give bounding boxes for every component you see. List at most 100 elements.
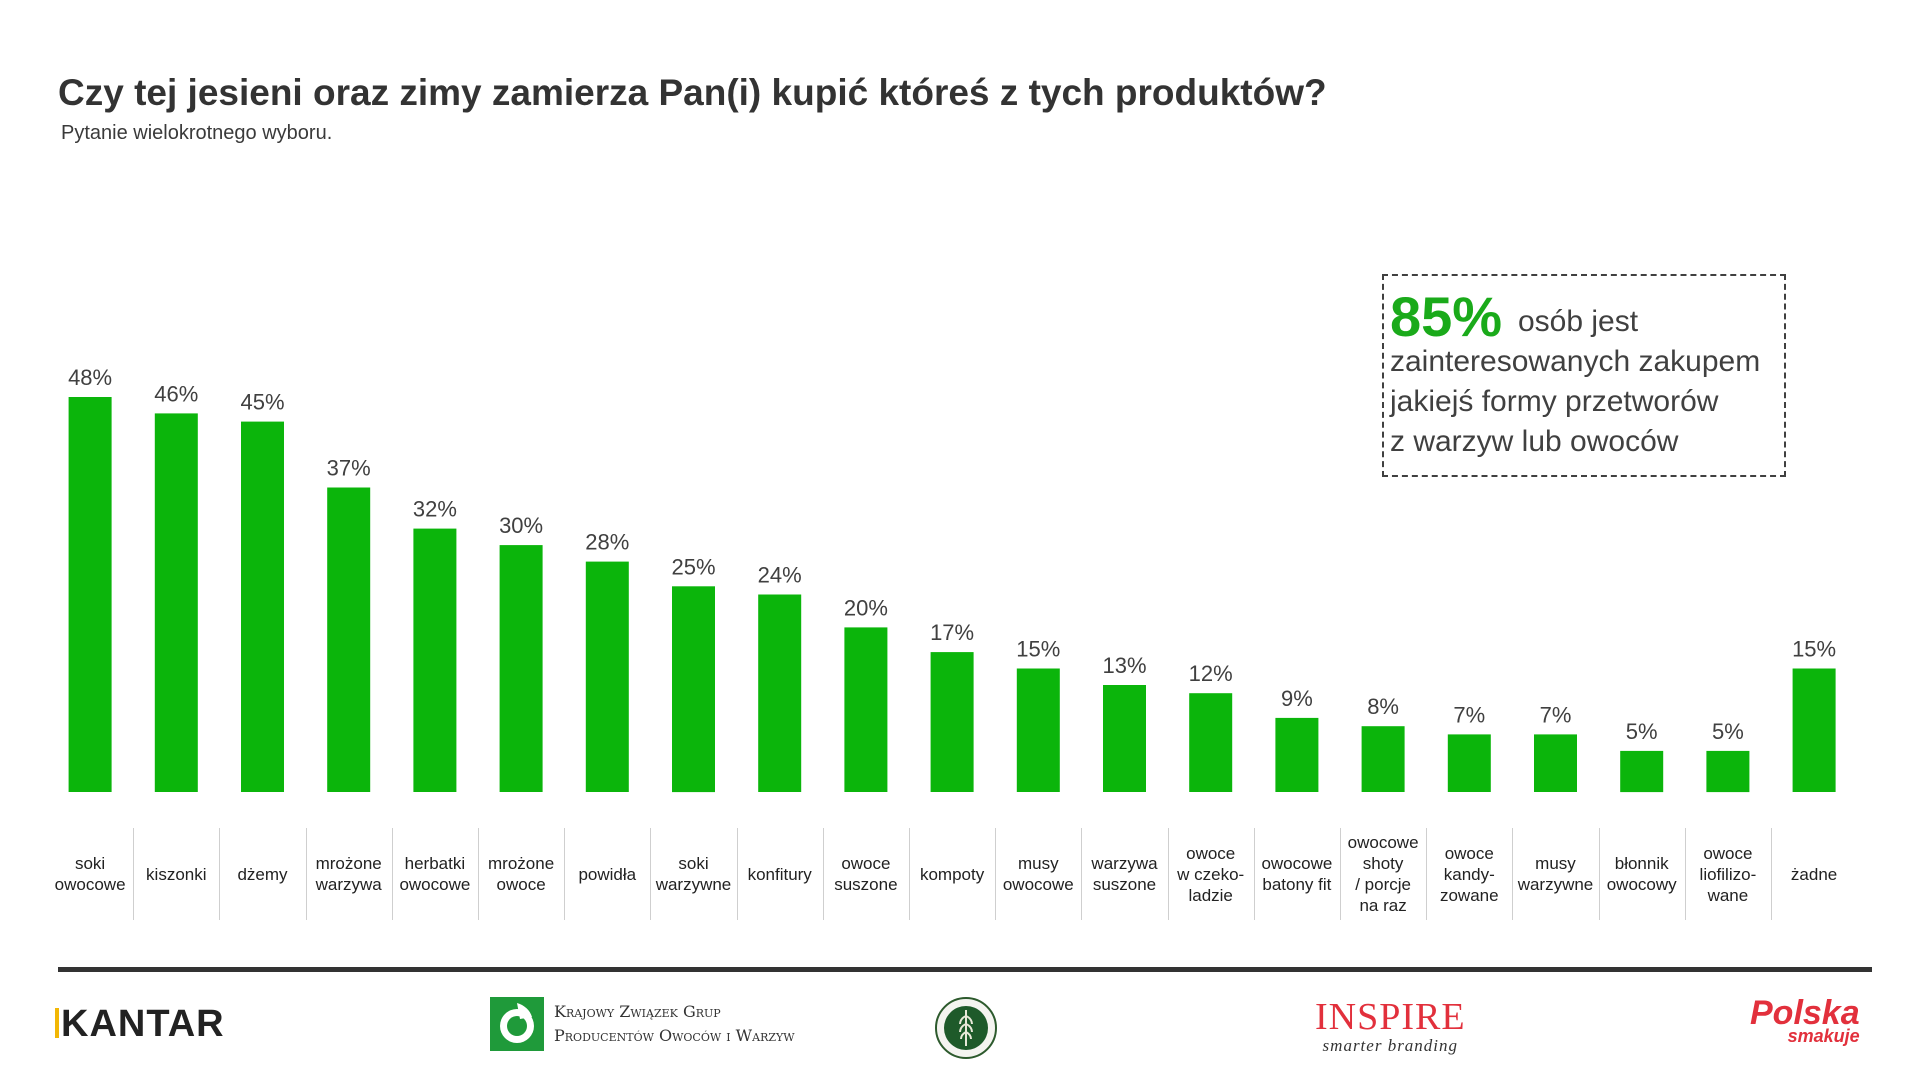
category-label: owoce suszone bbox=[834, 854, 898, 894]
category-label: owoce w czeko- ladzie bbox=[1177, 843, 1245, 905]
category-separator bbox=[995, 828, 997, 920]
category-label: owocowe shoty / porcje na raz bbox=[1347, 833, 1419, 915]
bar bbox=[585, 561, 629, 792]
bar-value-label: 20% bbox=[844, 595, 888, 620]
bar-value-label: 12% bbox=[1189, 661, 1233, 686]
category-separator bbox=[1081, 828, 1083, 920]
bar bbox=[154, 413, 198, 792]
category-separator bbox=[822, 828, 824, 920]
polska-wordmark: Polska bbox=[1750, 994, 1860, 1032]
category-separator bbox=[1167, 828, 1169, 920]
category-separator bbox=[1598, 828, 1600, 920]
bar bbox=[844, 627, 888, 792]
callout-box bbox=[1382, 274, 1786, 477]
bar-value-label: 46% bbox=[154, 381, 198, 406]
bar bbox=[1792, 668, 1836, 792]
callout-line: osób jest bbox=[1518, 305, 1639, 338]
bar-value-label: 32% bbox=[413, 497, 457, 522]
bar-value-label: 45% bbox=[240, 390, 284, 415]
bar bbox=[241, 421, 284, 792]
bar bbox=[1706, 750, 1750, 793]
kantar-wordmark: KANTAR bbox=[61, 1003, 225, 1045]
category-label: owocowe batony fit bbox=[1261, 854, 1333, 894]
bar-value-label: 7% bbox=[1540, 702, 1572, 727]
bar-chart: 48% 46% 45% 37% 32% 30% 28% 25% 24% 20% 17% 15% 13% 1… bbox=[68, 365, 1836, 793]
category-separator bbox=[1253, 828, 1255, 920]
bar bbox=[758, 594, 802, 792]
bar bbox=[1103, 685, 1146, 792]
category-label: herbatki owocowe bbox=[399, 854, 471, 894]
bar bbox=[1620, 750, 1664, 793]
bar-value-label: 9% bbox=[1281, 686, 1313, 711]
bar-value-label: 48% bbox=[68, 365, 112, 390]
bar-value-label: 37% bbox=[327, 456, 371, 481]
callout-line: jakiejś formy przetworów bbox=[1390, 385, 1719, 418]
ministry-seal-logo bbox=[934, 996, 998, 1065]
inspire-tagline: smarter branding bbox=[1322, 1036, 1459, 1055]
category-label: kiszonki bbox=[146, 864, 207, 884]
polska-smakuje-logo: Polska smakuje bbox=[1750, 996, 1860, 1047]
bar bbox=[930, 652, 974, 792]
kzgp-emblem-icon bbox=[490, 997, 544, 1051]
category-label: błonnik owocowy bbox=[1606, 854, 1677, 894]
category-label: dżemy bbox=[237, 864, 288, 884]
kzgp-logo: Krajowy Związek Grup Producentów Owoców … bbox=[490, 997, 795, 1051]
category-separator bbox=[1512, 828, 1514, 920]
category-separator bbox=[1340, 828, 1341, 920]
category-separator bbox=[1426, 828, 1428, 920]
wheat-seal-icon bbox=[935, 997, 997, 1059]
bar bbox=[499, 545, 543, 792]
category-label: kompoty bbox=[919, 864, 985, 884]
bar bbox=[413, 528, 457, 792]
bar-value-label: 17% bbox=[930, 620, 974, 645]
bar bbox=[327, 487, 371, 792]
category-separator bbox=[564, 828, 566, 920]
inspire-logo: INSPIRE smarter branding bbox=[1315, 998, 1466, 1056]
category-separator bbox=[736, 828, 738, 920]
bar bbox=[1361, 726, 1405, 792]
category-label: konfitury bbox=[747, 864, 812, 884]
bar-value-label: 8% bbox=[1367, 694, 1399, 719]
category-separator bbox=[305, 828, 307, 920]
category-label: mrożone warzywa bbox=[315, 854, 382, 894]
bar bbox=[1447, 734, 1491, 792]
bar-value-label: 25% bbox=[671, 554, 715, 579]
category-label: owoce kandy- zowane bbox=[1439, 843, 1499, 905]
bar bbox=[1534, 734, 1577, 792]
category-label: soki warzywne bbox=[655, 854, 732, 894]
callout-line: zainteresowanych zakupem bbox=[1390, 345, 1761, 378]
kantar-mark-icon bbox=[55, 1008, 59, 1038]
bar-value-label: 28% bbox=[585, 530, 629, 555]
chart-title: Czy tej jesieni oraz zimy zamierza Pan(i… bbox=[58, 72, 1327, 113]
category-label: musy owocowe bbox=[1002, 854, 1074, 894]
bar-value-label: 7% bbox=[1453, 702, 1485, 727]
inspire-wordmark: INSPIRE bbox=[1315, 996, 1466, 1038]
category-separator bbox=[391, 828, 393, 920]
polska-tagline: smakuje bbox=[1787, 1026, 1860, 1046]
callout-line: z warzyw lub owoców bbox=[1390, 425, 1679, 458]
footer-divider bbox=[58, 967, 1872, 972]
bar-value-label: 30% bbox=[499, 513, 543, 538]
bar-value-label: 24% bbox=[758, 563, 802, 588]
bar bbox=[68, 397, 112, 792]
category-label: mrożone owoce bbox=[488, 854, 555, 894]
category-separator bbox=[133, 828, 135, 920]
category-label: owoce liofilizo- wane bbox=[1699, 843, 1757, 905]
category-separator bbox=[1684, 828, 1686, 920]
category-separator bbox=[909, 828, 910, 920]
category-label: warzywa suszone bbox=[1091, 854, 1158, 894]
bar bbox=[1189, 693, 1233, 792]
category-label: żadne bbox=[1790, 864, 1838, 884]
category-separator bbox=[478, 828, 479, 920]
kzgp-line: Producentów Owoców i Warzyw bbox=[554, 1026, 795, 1045]
category-separator bbox=[650, 828, 652, 920]
category-label: soki owocowe bbox=[54, 854, 126, 894]
bar bbox=[672, 586, 715, 793]
bar bbox=[1275, 717, 1319, 792]
category-label: musy warzywne bbox=[1517, 854, 1594, 894]
chart-subtitle: Pytanie wielokrotnego wyboru. bbox=[61, 122, 333, 144]
callout-text: osób jest zainteresowanych zakupem jakie… bbox=[1390, 302, 1760, 462]
callout-percent: 85% bbox=[1390, 285, 1503, 348]
bar-value-label: 15% bbox=[1016, 637, 1060, 662]
bar bbox=[1016, 668, 1060, 792]
